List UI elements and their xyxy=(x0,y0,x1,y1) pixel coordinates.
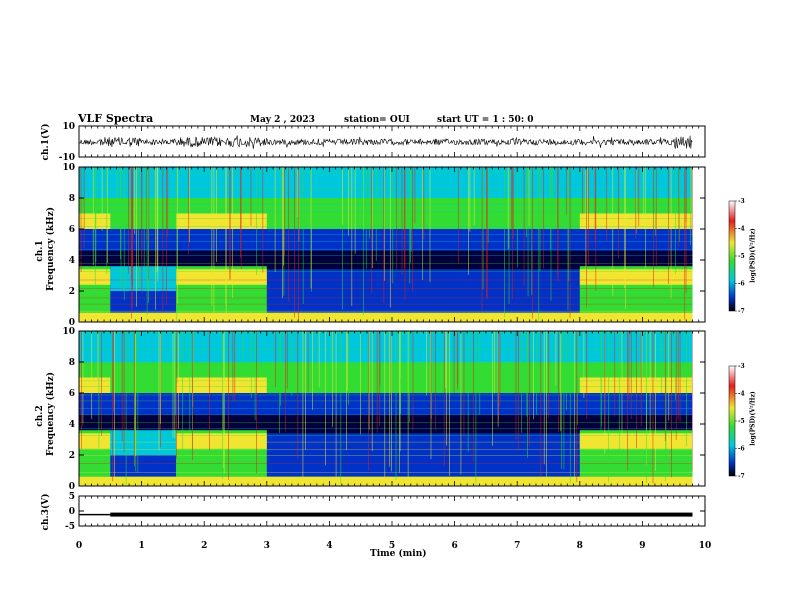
chart-title: VLF Spectra xyxy=(78,112,154,125)
x-tick-label: 7 xyxy=(514,541,520,551)
x-tick-label: 9 xyxy=(639,541,645,551)
y-tick-label: 8 xyxy=(69,194,75,204)
colorbar-tick-label: -7 xyxy=(738,308,745,315)
ch2-colorbar xyxy=(728,365,736,477)
y-tick-label: 0 xyxy=(69,507,75,517)
spec-segment-active-upper xyxy=(79,377,111,393)
x-tick-label: 3 xyxy=(264,541,270,551)
ch1-frequency-axis-label: ch.1 Frequency (kHz) xyxy=(35,207,57,291)
ch2-spectrogram-panel xyxy=(79,331,705,486)
x-tick-label: 10 xyxy=(699,541,712,551)
y-tick-label: 6 xyxy=(69,225,75,235)
colorbar-tick-label: -5 xyxy=(738,253,745,260)
spec-segment-active-band xyxy=(176,433,267,449)
colorbar-tick-label: -4 xyxy=(738,226,745,233)
x-tick-label: 0 xyxy=(76,541,82,551)
spec-band-dark xyxy=(79,250,705,270)
y-tick-label: 0 xyxy=(69,318,75,328)
spec-no-data xyxy=(692,331,705,486)
colorbar-tick-label: -5 xyxy=(738,418,745,425)
y-tick-label: 0 xyxy=(69,482,75,492)
spec-segment-medium xyxy=(110,266,177,291)
colorbar-tick-label: -3 xyxy=(738,363,745,370)
colorbar-tick-label: -4 xyxy=(738,391,745,398)
colorbar-tick-label: -6 xyxy=(738,446,745,453)
ch1-voltage-axis-label: ch.1(V) xyxy=(41,123,51,161)
y-tick-label: 2 xyxy=(69,287,75,297)
spec-segment-active-upper xyxy=(176,213,267,229)
station-label: station= OUI xyxy=(344,115,410,125)
y-tick-label: 10 xyxy=(62,163,75,173)
y-tick-label: 2 xyxy=(69,451,75,461)
x-tick-label: 8 xyxy=(577,541,583,551)
spec-segment-active-upper xyxy=(176,377,267,393)
y-tick-label: 5 xyxy=(69,492,75,502)
ch2-axis-label-frequency: Frequency (kHz) xyxy=(46,371,56,456)
date-label: May 2 , 2023 xyxy=(250,115,315,125)
spec-segment-active-band xyxy=(579,269,693,285)
ch2-axis-label-channel: ch.2 xyxy=(35,405,45,427)
ch1-axis-label-channel: ch.1 xyxy=(35,240,45,262)
ch2-colorbar-label: log(PSD)(V²/Hz) xyxy=(749,391,757,446)
x-tick-label: 1 xyxy=(138,541,144,551)
ch3-signal-panel xyxy=(79,512,693,517)
ch3-voltage-axis-label: ch.3(V) xyxy=(41,493,51,531)
colorbars-layer: -3 -4 -5 -6 -7 -3 -4 -5 -6 -7 xyxy=(728,198,745,480)
x-tick-label: 2 xyxy=(201,541,207,551)
y-tick-label: -5 xyxy=(65,522,75,532)
ch1-colorbar xyxy=(728,200,736,312)
ch1-waveform-panel xyxy=(78,135,693,149)
spec-band-upper xyxy=(79,331,705,362)
ch1-colorbar-label: log(PSD)(V²/Hz) xyxy=(749,228,757,283)
colorbar-tick-label: -3 xyxy=(738,198,745,205)
x-tick-label: 6 xyxy=(451,541,457,551)
spec-segment-active-band xyxy=(176,269,267,285)
ch1-axis-label-frequency: Frequency (kHz) xyxy=(46,206,56,291)
spec-segment-medium xyxy=(110,430,177,455)
y-tick-label: 10 xyxy=(62,327,75,337)
spec-segment-active-band xyxy=(79,433,111,449)
spec-segment-active-band xyxy=(79,269,111,285)
y-tick-label: 4 xyxy=(69,420,75,430)
y-tick-label: 4 xyxy=(69,256,75,266)
spec-no-data xyxy=(692,167,705,322)
ch1-waveform-trace xyxy=(78,135,693,149)
ch3-signal-thick xyxy=(110,512,693,517)
x-tick-label: 4 xyxy=(326,541,332,551)
colorbar-tick-label: -7 xyxy=(738,473,745,480)
x-tick-label: 5 xyxy=(389,541,395,551)
spec-segment-active-upper xyxy=(79,213,111,229)
y-tick-label: 8 xyxy=(69,358,75,368)
start-time-label: start UT = 1 : 50: 0 xyxy=(437,115,534,125)
y-tick-label: 10 xyxy=(62,122,75,132)
colorbar-tick-label: -6 xyxy=(738,281,745,288)
ch1-spectrogram-panel xyxy=(78,167,705,322)
ch2-frequency-axis-label: ch.2 Frequency (kHz) xyxy=(35,372,57,456)
y-tick-label: 6 xyxy=(69,389,75,399)
y-tick-label: -10 xyxy=(59,153,75,163)
x-axis-label: Time (min) xyxy=(370,549,427,559)
